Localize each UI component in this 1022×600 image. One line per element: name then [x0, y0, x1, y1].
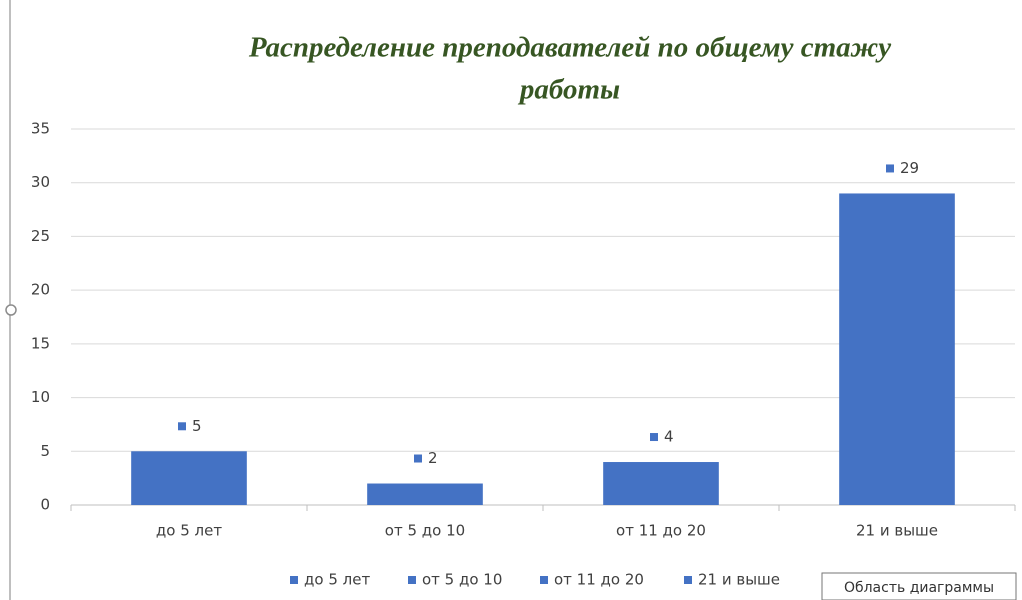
data-label-marker	[414, 454, 422, 463]
legend-marker	[540, 576, 548, 584]
data-label-marker	[886, 164, 894, 173]
x-tick-label: от 5 до 10	[385, 522, 465, 540]
bar	[131, 451, 247, 505]
tooltip-text: Область диаграммы	[844, 580, 994, 596]
legend-marker	[408, 576, 416, 584]
data-label: 5	[192, 417, 202, 435]
y-tick-label: 25	[31, 227, 50, 245]
x-tick-label: 21 и выше	[856, 522, 938, 540]
legend-label: от 5 до 10	[422, 571, 502, 589]
legend-marker	[290, 576, 298, 584]
x-tick-label: от 11 до 20	[616, 522, 706, 540]
data-label: 4	[664, 428, 674, 446]
data-label: 29	[900, 159, 919, 177]
legend-label: до 5 лет	[304, 571, 370, 589]
bar	[839, 193, 955, 505]
y-tick-label: 15	[31, 334, 50, 352]
chart-title: Распределение преподавателей по общему с…	[248, 32, 891, 64]
legend-label: 21 и выше	[698, 571, 780, 589]
resize-handle[interactable]	[5, 304, 17, 316]
y-tick-label: 20	[31, 281, 50, 299]
y-tick-label: 35	[31, 120, 50, 138]
y-tick-label: 5	[40, 442, 50, 460]
data-label-marker	[178, 422, 186, 431]
chart-title: работы	[517, 74, 620, 106]
data-label-marker	[650, 433, 658, 442]
y-tick-label: 0	[40, 496, 50, 514]
legend-label: от 11 до 20	[554, 571, 644, 589]
data-label: 2	[428, 449, 438, 467]
y-tick-label: 10	[31, 388, 50, 406]
x-tick-label: до 5 лет	[156, 522, 222, 540]
y-tick-label: 30	[31, 173, 50, 191]
bar	[367, 483, 483, 505]
bar	[603, 462, 719, 505]
legend-marker	[684, 576, 692, 584]
tooltip	[821, 572, 1017, 600]
